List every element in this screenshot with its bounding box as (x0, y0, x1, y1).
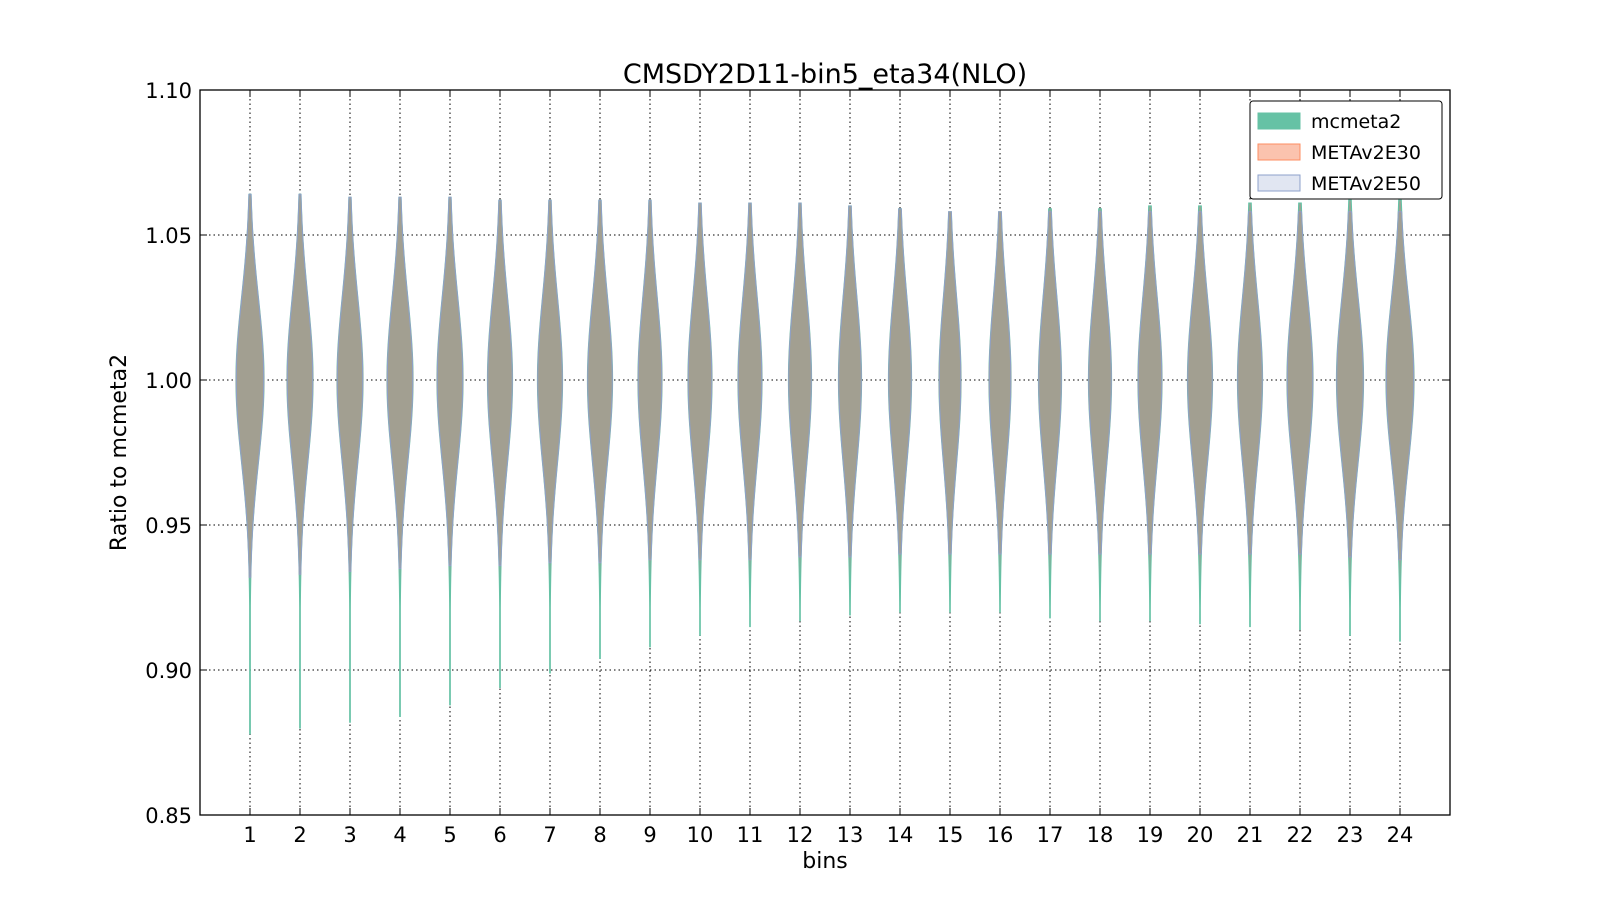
legend-swatch (1257, 112, 1301, 130)
x-tick-label: 20 (1187, 823, 1214, 847)
x-tick-label: 8 (593, 823, 606, 847)
violin-METAv2E50 (788, 202, 812, 558)
plot-area-frame (199, 89, 1451, 816)
x-tick-label: 23 (1337, 823, 1364, 847)
y-tick-label: 0.90 (145, 659, 192, 683)
violin-METAv2E50 (1385, 211, 1415, 561)
violin-METAv2E50 (1237, 211, 1263, 555)
x-axis-title: bins (802, 849, 847, 874)
violin-METAv2E50 (436, 196, 464, 567)
x-tick-label: 18 (1087, 823, 1114, 847)
legend: mcmeta2 METAv2E30 METAv2E50 (1249, 100, 1443, 200)
violin-METAv2E50 (1336, 211, 1364, 558)
legend-label: mcmeta2 (1311, 111, 1401, 133)
x-tick-label: 6 (493, 823, 506, 847)
violin-METAv2E50 (537, 199, 563, 564)
violin-METAv2E50 (938, 211, 962, 555)
axis-ticks: 0.850.900.951.001.051.101 2 3 4 5 6 7 8 9 10 11 12 1… (145, 79, 1450, 847)
y-tick-label: 0.85 (145, 804, 192, 828)
x-tick-label: 2 (293, 823, 306, 847)
y-tick-label: 1.00 (145, 369, 192, 393)
x-tick-label: 9 (643, 823, 656, 847)
violin-METAv2E50 (1088, 211, 1112, 555)
x-tick-label: 13 (837, 823, 864, 847)
x-tick-label: 14 (887, 823, 914, 847)
violin-METAv2E50 (487, 199, 513, 567)
x-tick-label: 10 (687, 823, 714, 847)
violin-METAv2E50 (838, 205, 862, 558)
y-tick-label: 0.95 (145, 514, 192, 538)
y-tick-label: 1.05 (145, 224, 192, 248)
x-tick-label: 19 (1137, 823, 1164, 847)
x-tick-label: 24 (1387, 823, 1414, 847)
x-tick-label: 5 (443, 823, 456, 847)
violin-METAv2E50 (336, 196, 364, 572)
x-tick-label: 12 (787, 823, 814, 847)
chart-title: CMSDY2D11-bin5_eta34(NLO) (623, 59, 1027, 90)
legend-swatch (1257, 174, 1301, 192)
violin-METAv2E50 (587, 199, 613, 564)
x-tick-label: 1 (243, 823, 256, 847)
violin-METAv2E50 (1286, 211, 1314, 555)
violin-METAv2E50 (286, 193, 314, 575)
violin-METAv2E50 (637, 199, 663, 561)
x-tick-label: 21 (1237, 823, 1264, 847)
violins (235, 193, 1415, 735)
x-tick-label: 11 (737, 823, 764, 847)
x-tick-label: 7 (543, 823, 556, 847)
x-tick-label: 22 (1287, 823, 1314, 847)
violin-METAv2E50 (386, 196, 414, 569)
violin-METAv2E50 (737, 202, 763, 561)
violin-METAv2E50 (235, 193, 265, 578)
legend-label: METAv2E50 (1311, 173, 1421, 195)
x-tick-label: 17 (1037, 823, 1064, 847)
violin-METAv2E50 (687, 202, 713, 561)
x-tick-label: 16 (987, 823, 1014, 847)
violin-METAv2E50 (888, 208, 912, 555)
violin-METAv2E50 (1187, 211, 1213, 555)
violin-METAv2E50 (1137, 211, 1163, 555)
legend-swatch (1257, 143, 1301, 161)
x-tick-label: 4 (393, 823, 406, 847)
violin-METAv2E50 (1038, 211, 1062, 555)
violin-METAv2E50 (988, 211, 1012, 555)
legend-label: METAv2E30 (1311, 142, 1421, 164)
x-tick-label: 15 (937, 823, 964, 847)
x-tick-label: 3 (343, 823, 356, 847)
y-axis-title: Ratio to mcmeta2 (107, 354, 132, 551)
y-tick-label: 1.10 (145, 79, 192, 103)
